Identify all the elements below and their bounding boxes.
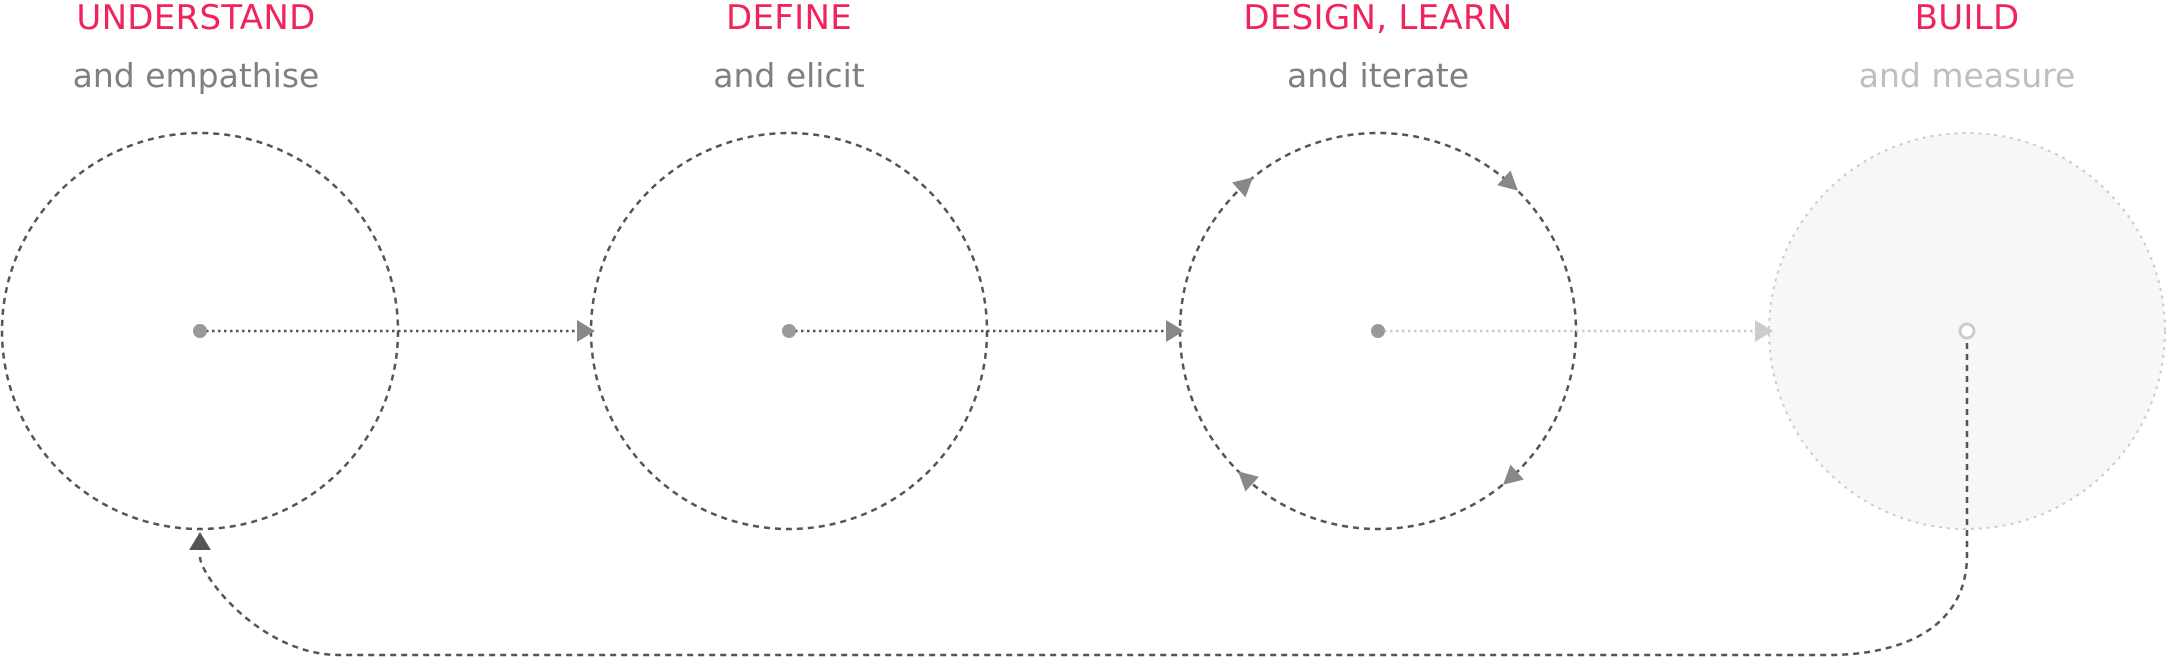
connector-understand-define-arrowhead [577,320,595,342]
dot-understand [193,324,207,338]
connector-design-build-arrowhead [1755,320,1773,342]
dot-build [1958,322,1976,340]
iterate-arrowhead-ne [1497,170,1518,191]
iterate-arrowhead-nw [1232,177,1253,198]
dot-design-learn [1371,324,1385,338]
feedback-loop-path [198,343,1969,657]
iterate-arrowhead-sw [1238,471,1259,492]
dot-define [782,324,796,338]
connector-define-design-arrowhead [1166,320,1184,342]
iterate-arrowhead-se [1503,464,1524,485]
feedback-loop-arrowhead [189,532,211,550]
